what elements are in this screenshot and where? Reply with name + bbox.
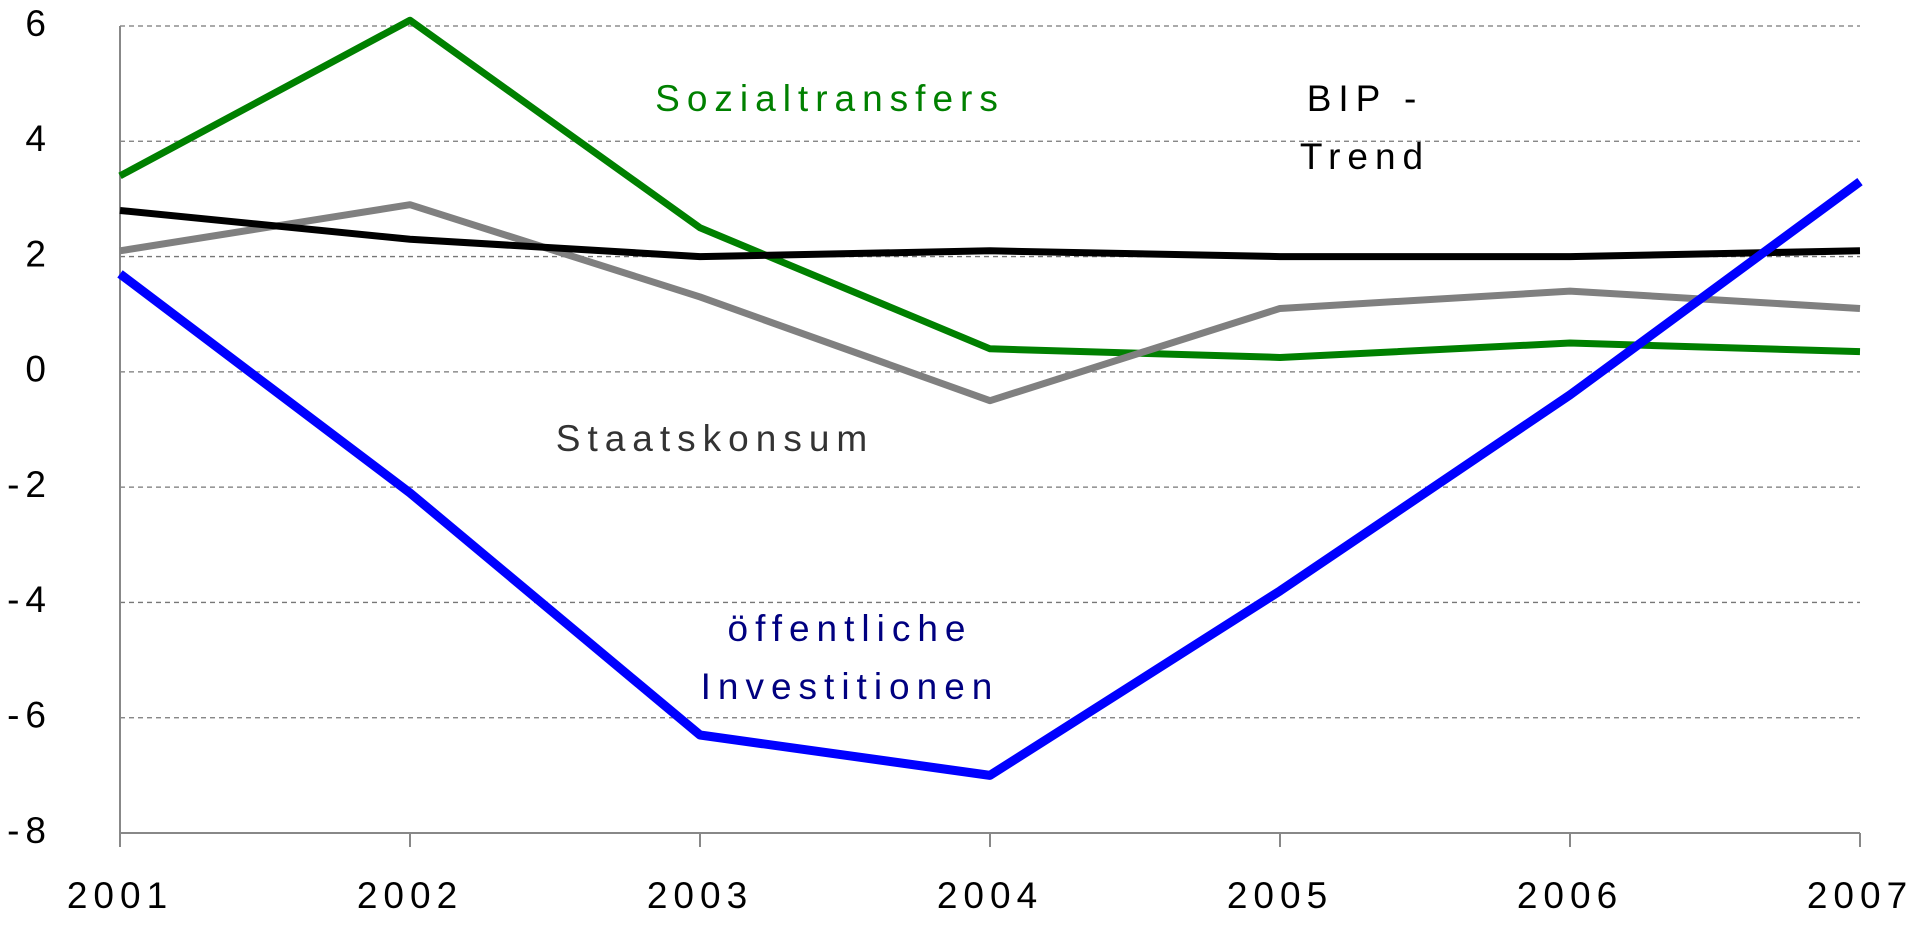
y-tick-label: -2 [7, 464, 52, 505]
x-tick-label: 2007 [1807, 875, 1913, 916]
series-label: öffentliche Investitionen [700, 608, 1000, 707]
x-tick-label: 2006 [1517, 875, 1623, 916]
series-line [119, 201, 1861, 405]
series-line [119, 206, 1861, 261]
series-label: BIP - Trend [1299, 78, 1431, 177]
x-tick-label: 2002 [357, 875, 463, 916]
y-tick-label: -8 [7, 810, 52, 851]
x-tick-label: 2004 [937, 875, 1043, 916]
y-tick-label: -4 [7, 579, 52, 620]
y-tick-label: 0 [25, 349, 52, 390]
series-line [117, 178, 1863, 780]
series-label: Sozialtransfers [655, 78, 1005, 119]
x-tick-label: 2001 [67, 875, 173, 916]
x-tick-label: 2005 [1227, 875, 1333, 916]
y-tick-label: -6 [7, 694, 52, 735]
y-tick-label: 6 [25, 3, 52, 44]
x-tick-label: 2003 [647, 875, 753, 916]
y-tick-label: 2 [25, 233, 52, 274]
y-tick-label: 4 [25, 118, 52, 159]
series-label: Staatskonsum [555, 418, 875, 459]
series-line [118, 16, 1861, 361]
